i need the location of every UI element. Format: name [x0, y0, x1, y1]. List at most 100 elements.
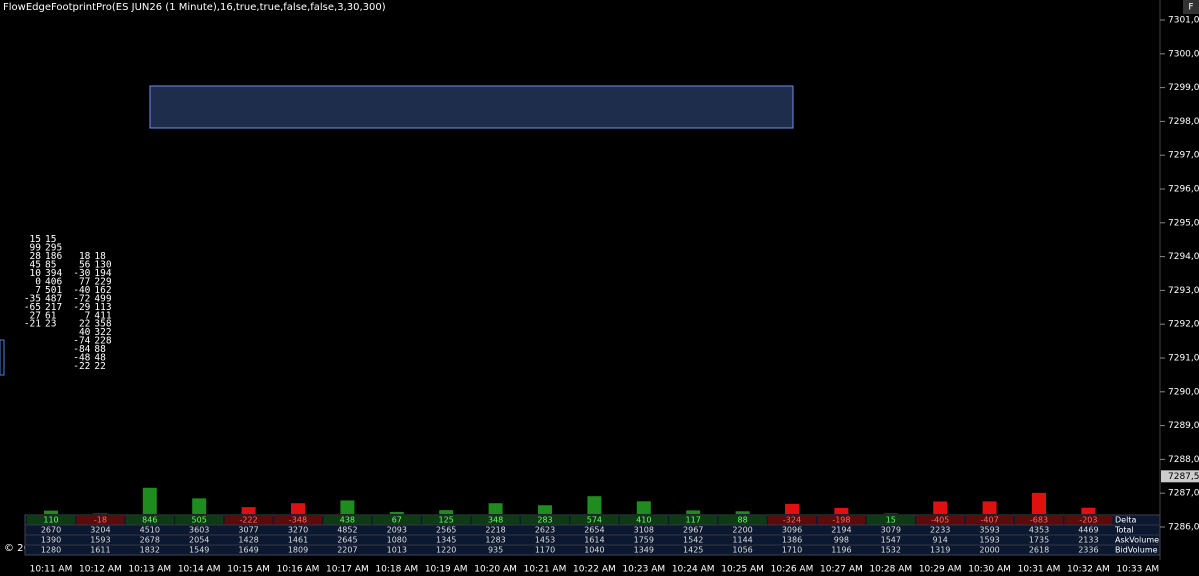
table-cell: 1390	[41, 536, 61, 545]
table-cell: 348	[488, 516, 503, 525]
table-cell: 1547	[881, 536, 901, 545]
delta-cell	[768, 515, 816, 525]
table-cell: 2200	[732, 526, 752, 535]
delta-bar	[735, 511, 750, 514]
table-cell: 1013	[387, 546, 407, 555]
x-tick-label: 10:11 AM	[30, 565, 73, 575]
table-cell: 1283	[485, 536, 505, 545]
row-name: Total	[1114, 526, 1134, 535]
table-cell: 2194	[831, 526, 851, 535]
delta-bar	[142, 487, 157, 514]
bid-cell: 77	[79, 276, 90, 287]
y-tick-label: 7301,00	[1168, 16, 1199, 26]
y-tick-label: 7297,00	[1168, 151, 1199, 161]
bid-cell: 15	[30, 234, 41, 245]
table-cell: 125	[439, 516, 454, 525]
table-cell: 935	[488, 546, 503, 555]
menu-button[interactable]	[1183, 0, 1199, 14]
ask-cell: 394	[45, 268, 62, 279]
table-cell: 1735	[1029, 536, 1049, 545]
current-price-label: 7287,50	[1168, 472, 1199, 482]
delta-cell	[619, 515, 668, 525]
x-tick-label: 10:18 AM	[375, 565, 418, 575]
bid-cell: 7	[85, 310, 91, 321]
delta-bar	[488, 503, 503, 514]
ask-cell: 18	[94, 251, 106, 262]
delta-bar	[538, 505, 552, 514]
delta-bar	[1032, 492, 1046, 514]
table-cell: 2645	[337, 536, 357, 545]
delta-cell	[718, 515, 767, 525]
y-tick-label: 7286,00	[1168, 523, 1199, 533]
table-cell: 1144	[732, 536, 752, 545]
delta-cell	[1064, 515, 1113, 525]
bid-cell: 99	[30, 243, 42, 254]
delta-bar	[834, 507, 849, 514]
y-tick-label: 7288,00	[1168, 455, 1199, 465]
table-cell: 1220	[436, 546, 456, 555]
ask-cell: 501	[45, 285, 62, 296]
bid-cell: 40	[79, 327, 91, 338]
delta-cell	[965, 515, 1014, 525]
bid-cell: -21	[24, 319, 41, 330]
x-tick-label: 10:19 AM	[425, 565, 468, 575]
ask-cell: 22	[94, 361, 105, 372]
table-cell: 505	[192, 516, 207, 525]
table-cell: 1319	[930, 546, 950, 555]
delta-bar	[192, 498, 207, 514]
table-cell: 914	[933, 536, 948, 545]
table-cell: 1532	[881, 546, 901, 555]
table-cell: 1080	[387, 536, 407, 545]
x-tick-label: 10:23 AM	[622, 565, 665, 575]
y-tick-label: 7295,00	[1168, 218, 1199, 228]
menu-icon[interactable]: F	[1188, 3, 1193, 13]
delta-cell	[175, 515, 224, 525]
delta-cell	[323, 515, 372, 525]
table-cell: 1809	[288, 546, 308, 555]
table-cell: 1345	[436, 536, 456, 545]
ask-cell: 85	[45, 260, 56, 271]
x-tick-label: 10:22 AM	[573, 565, 616, 575]
delta-bar	[982, 501, 997, 514]
ask-cell: 217	[45, 302, 62, 313]
table-cell: 1759	[634, 536, 654, 545]
ask-cell: 23	[45, 319, 56, 330]
table-cell: -683	[1030, 516, 1048, 525]
x-tick-label: 10:28 AM	[869, 565, 912, 575]
table-cell: 1549	[189, 546, 209, 555]
table-cell: 117	[686, 516, 701, 525]
table-cell: 2218	[485, 526, 505, 535]
ask-cell: 228	[94, 336, 111, 347]
bid-cell: 45	[30, 260, 41, 271]
delta-cell	[570, 515, 619, 525]
table-cell: 110	[43, 516, 58, 525]
ask-cell: 499	[94, 293, 111, 304]
delta-cell	[1015, 515, 1063, 525]
bid-cell: 0	[35, 276, 41, 287]
table-cell: 67	[392, 516, 402, 525]
table-cell: 1542	[683, 536, 703, 545]
table-cell: -348	[289, 516, 307, 525]
x-tick-label: 10:29 AM	[919, 565, 962, 575]
table-cell: 1710	[782, 546, 802, 555]
ask-cell: 130	[94, 260, 111, 271]
table-cell: 4353	[1029, 526, 1049, 535]
table-cell: 2093	[387, 526, 407, 535]
ask-cell: 411	[94, 310, 111, 321]
table-cell: 88	[738, 516, 748, 525]
table-cell: 3077	[238, 526, 258, 535]
table-cell: 1461	[288, 536, 308, 545]
bid-cell: -72	[73, 293, 90, 304]
chart-title: FlowEdgeFootprintPro(ES JUN26 (1 Minute)…	[3, 2, 386, 13]
table-cell: -324	[783, 516, 801, 525]
table-cell: 3204	[90, 526, 110, 535]
delta-bar	[636, 501, 651, 514]
bid-cell: 27	[30, 310, 41, 321]
y-tick-label: 7294,00	[1168, 252, 1199, 262]
ask-cell: 406	[45, 276, 62, 287]
table-cell: 2207	[337, 546, 357, 555]
table-cell: 4469	[1078, 526, 1098, 535]
x-tick-label: 10:20 AM	[474, 565, 517, 575]
x-tick-label: 10:30 AM	[968, 565, 1011, 575]
